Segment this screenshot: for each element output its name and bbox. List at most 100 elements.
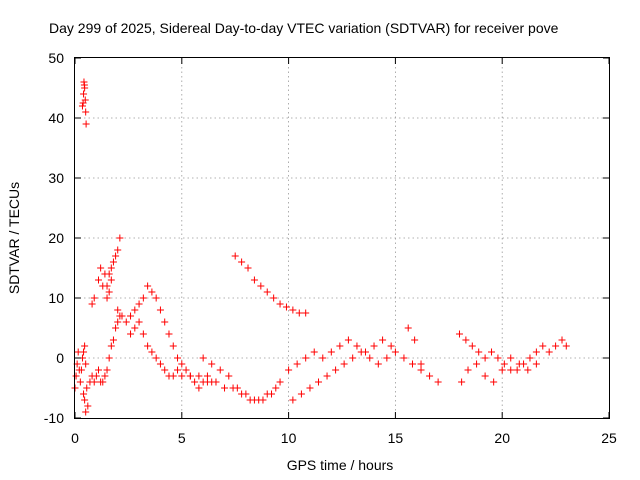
data-point [507, 354, 515, 362]
data-point [481, 354, 489, 362]
data-point [539, 342, 547, 350]
data-point [238, 258, 246, 266]
data-point [148, 348, 156, 356]
data-point [81, 396, 89, 404]
y-axis-ticks: -10 0 10 20 30 40 50 [44, 50, 609, 426]
data-point [285, 366, 293, 374]
x-tick-label: 20 [494, 430, 510, 446]
data-point [488, 348, 496, 356]
data-point [90, 378, 98, 386]
data-point [114, 306, 122, 314]
data-point [161, 318, 169, 326]
data-point [88, 300, 96, 308]
data-point [263, 288, 271, 296]
data-point [515, 360, 523, 368]
data-point [139, 294, 147, 302]
data-point [340, 360, 348, 368]
series-dip-to-minimum [199, 336, 395, 404]
data-point [80, 81, 88, 89]
data-point [107, 276, 115, 284]
data-point [357, 348, 365, 356]
y-tick-label: 30 [48, 170, 64, 186]
data-point [417, 360, 425, 368]
data-points [71, 78, 570, 416]
x-tick-label: 25 [601, 430, 617, 446]
data-point [462, 336, 470, 344]
data-point [122, 318, 130, 326]
data-point [216, 366, 224, 374]
data-point [289, 396, 297, 404]
data-point [464, 366, 472, 374]
data-point [82, 408, 90, 416]
data-point [195, 372, 203, 380]
data-point [370, 342, 378, 350]
data-point [131, 306, 139, 314]
data-point [458, 378, 466, 386]
data-point [282, 303, 290, 311]
data-point [103, 366, 111, 374]
data-point [84, 402, 92, 410]
data-point [156, 306, 164, 314]
data-point [221, 384, 229, 392]
data-point [468, 342, 476, 350]
data-point [82, 120, 90, 128]
data-point [82, 108, 90, 116]
data-point [473, 360, 481, 368]
data-point [152, 354, 160, 362]
data-point [92, 372, 100, 380]
data-point [379, 336, 387, 344]
x-axis-title: GPS time / hours [287, 457, 394, 473]
y-tick-label: 40 [48, 110, 64, 126]
data-point [383, 354, 391, 362]
data-point [426, 372, 434, 380]
data-point [257, 282, 265, 290]
data-point [94, 366, 102, 374]
series-early-spike [78, 78, 90, 128]
data-point [434, 378, 442, 386]
data-point [408, 360, 416, 368]
series-lower-branch [289, 324, 442, 404]
data-point [455, 330, 463, 338]
data-point [336, 342, 344, 350]
data-point [349, 354, 357, 362]
data-point [105, 288, 113, 296]
data-point [259, 396, 267, 404]
data-point [105, 270, 113, 278]
data-point [114, 318, 122, 326]
data-point [165, 330, 173, 338]
data-point [295, 309, 303, 317]
x-tick-label: 5 [178, 430, 186, 446]
y-tick-label: 50 [48, 50, 64, 66]
data-point [203, 372, 211, 380]
data-point [400, 354, 408, 362]
data-point [272, 384, 280, 392]
data-point [268, 390, 276, 398]
series-rise-to-peak [86, 234, 124, 386]
data-point [79, 99, 87, 107]
data-point [82, 360, 90, 368]
data-point [94, 276, 102, 284]
data-point [186, 372, 194, 380]
data-point [212, 378, 220, 386]
data-point [545, 348, 553, 356]
data-point [156, 360, 164, 368]
data-point [107, 264, 115, 272]
data-point [152, 294, 160, 302]
data-point [114, 246, 122, 254]
data-point [81, 342, 89, 350]
series-descending-arc [231, 252, 310, 317]
data-point [109, 336, 117, 344]
data-point [103, 282, 111, 290]
data-point [562, 342, 570, 350]
data-point [404, 324, 412, 332]
data-point [532, 360, 540, 368]
data-point [250, 396, 258, 404]
data-point [105, 354, 113, 362]
data-point [131, 324, 139, 332]
data-point [78, 102, 86, 110]
data-point [366, 354, 374, 362]
data-point [97, 264, 105, 272]
data-point [490, 378, 498, 386]
data-point [242, 390, 250, 398]
data-point [127, 330, 135, 338]
